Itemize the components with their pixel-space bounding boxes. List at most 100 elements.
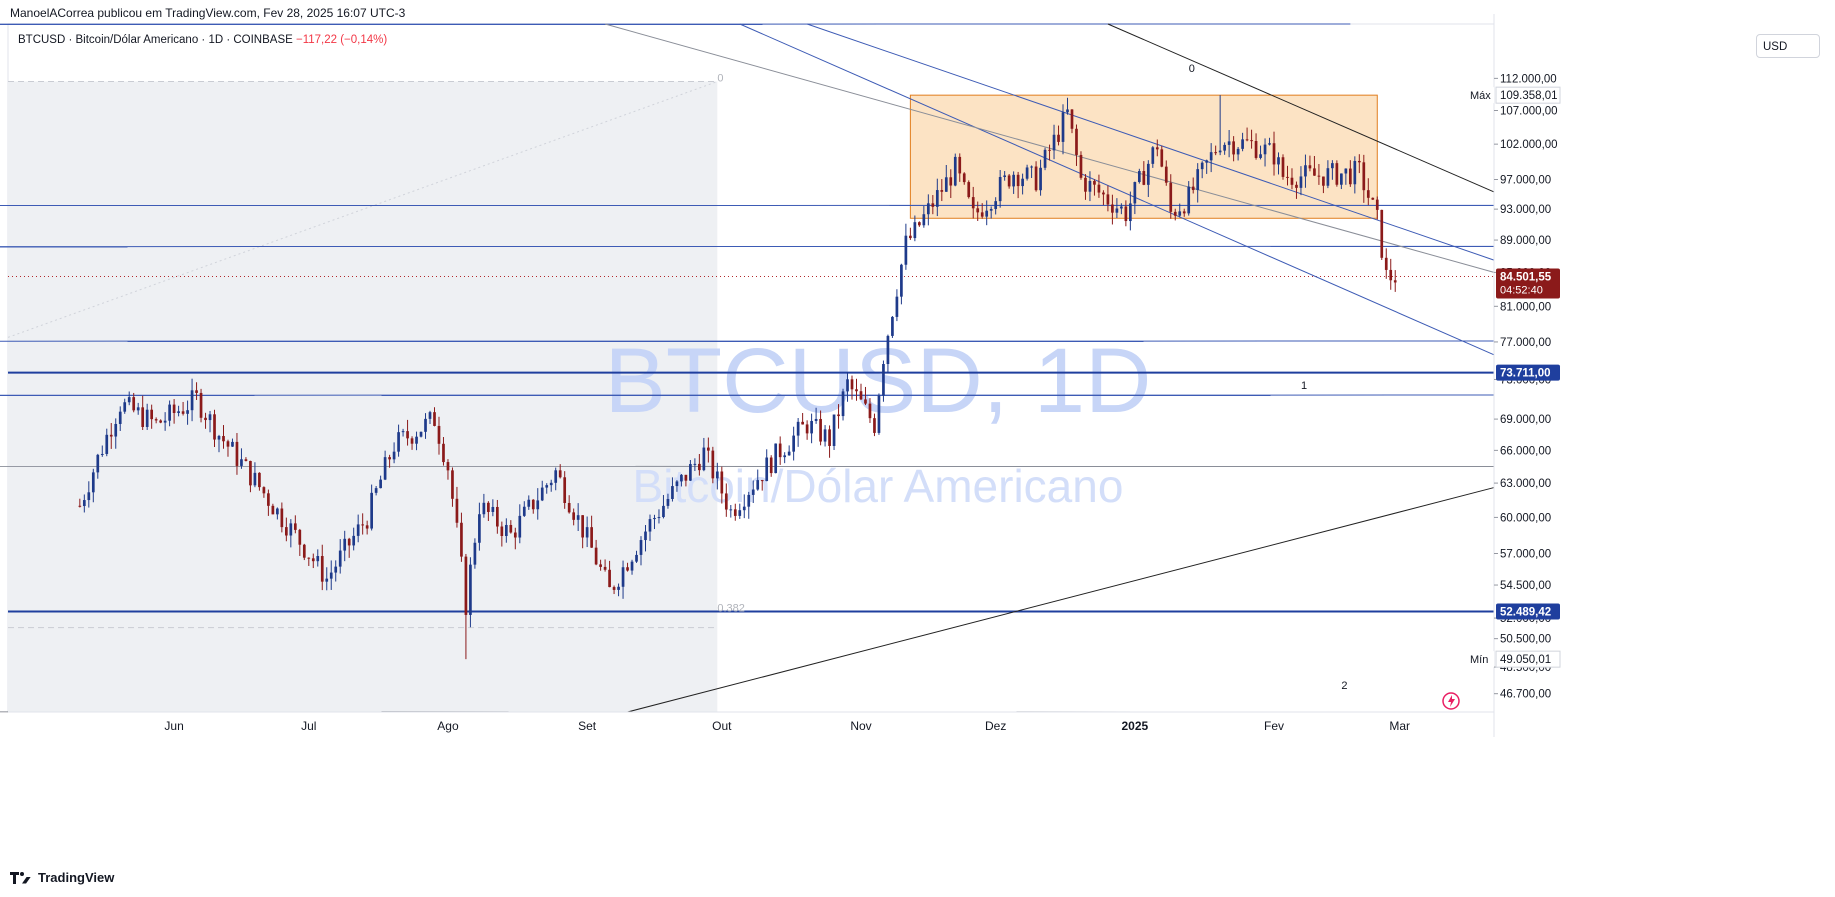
- candle-body: [612, 587, 616, 590]
- last-price-label: 84.501,55: [1500, 272, 1552, 284]
- candle-body: [967, 182, 971, 198]
- candle: [644, 525, 647, 552]
- candle-body: [545, 485, 549, 488]
- candle: [1317, 164, 1321, 185]
- candle-body: [944, 177, 948, 192]
- candle-body: [446, 462, 450, 471]
- candle: [702, 437, 706, 472]
- candle: [181, 401, 185, 416]
- candle: [109, 423, 113, 449]
- candle-body: [1344, 168, 1348, 174]
- candle: [1250, 129, 1253, 149]
- candle-body: [563, 477, 567, 503]
- candle: [882, 360, 885, 402]
- candle-body: [778, 443, 782, 458]
- candle: [253, 462, 257, 488]
- candle-body: [711, 450, 715, 479]
- candle: [1187, 181, 1191, 216]
- candle-body: [1003, 175, 1006, 177]
- candle: [1129, 191, 1132, 231]
- candle: [1070, 109, 1074, 134]
- candle-body: [1155, 147, 1159, 150]
- candle-body: [1366, 190, 1370, 198]
- candle-body: [522, 506, 526, 516]
- candle-body: [190, 390, 194, 411]
- candle: [707, 437, 710, 463]
- candle: [1331, 160, 1334, 180]
- candle: [608, 560, 611, 588]
- candle-body: [222, 436, 225, 442]
- candle-body: [1129, 203, 1132, 222]
- y-tick-label: 54.500,00: [1500, 580, 1551, 592]
- candle-body: [91, 472, 95, 493]
- candle: [693, 458, 697, 472]
- candle: [271, 503, 275, 515]
- candle-body: [671, 486, 674, 499]
- candle-body: [855, 389, 858, 392]
- candle: [648, 514, 652, 541]
- candle-body: [639, 540, 643, 555]
- candle-body: [1075, 128, 1078, 155]
- candle-body: [127, 397, 131, 403]
- candle-body: [1039, 167, 1042, 191]
- candle: [1263, 138, 1267, 167]
- candle: [545, 483, 549, 494]
- candle-body: [132, 397, 136, 411]
- fib-label-4: 0.382: [717, 602, 745, 614]
- candle: [370, 484, 373, 531]
- candle: [406, 419, 409, 446]
- shade-diagonal-dotted: [7, 81, 718, 338]
- candle-body: [1362, 162, 1366, 191]
- candle-body: [293, 523, 297, 530]
- candle-body: [626, 567, 629, 571]
- candle-body: [1335, 163, 1339, 185]
- candle: [859, 383, 863, 400]
- symbol-legend[interactable]: BTCUSD · Bitcoin/Dólar Americano · 1D · …: [18, 34, 387, 46]
- candle: [1232, 136, 1235, 162]
- candle-body: [1048, 149, 1051, 151]
- candle-body: [720, 471, 724, 494]
- candle: [1057, 125, 1060, 146]
- candle-body: [379, 479, 382, 489]
- currency-button[interactable]: USD: [1756, 34, 1820, 58]
- countdown-label: 04:52:40: [1500, 285, 1543, 297]
- min-tag-chip: [1466, 651, 1494, 668]
- candle: [302, 543, 306, 561]
- candle-body: [792, 435, 795, 452]
- tradingview-logo-icon: [10, 871, 32, 884]
- x-tick-label: Jun: [164, 719, 183, 733]
- candle-body: [850, 379, 854, 390]
- candle-body: [621, 567, 625, 587]
- candle-body: [262, 487, 266, 494]
- candle: [123, 398, 127, 414]
- candle-body: [603, 566, 607, 570]
- y-tick-label: 112.000,00: [1500, 73, 1557, 85]
- y-tick-label: 93.000,00: [1500, 204, 1551, 216]
- candle: [132, 392, 136, 413]
- candle-body: [1214, 152, 1218, 154]
- candle-body: [985, 210, 989, 217]
- candle: [828, 425, 831, 458]
- candle-body: [1286, 176, 1289, 178]
- candle: [864, 386, 867, 406]
- candle-body: [886, 335, 890, 365]
- candle-body: [289, 523, 293, 536]
- candle-body: [424, 418, 427, 432]
- candle: [1061, 104, 1065, 155]
- candle: [464, 553, 468, 660]
- candle: [1191, 177, 1195, 194]
- candle-body: [464, 556, 468, 615]
- candle-body: [837, 414, 840, 417]
- candle-body: [1348, 168, 1352, 185]
- candle-body: [109, 434, 113, 437]
- y-tick-label: 81.000,00: [1500, 301, 1551, 313]
- candle: [1124, 200, 1128, 227]
- candle-body: [1384, 257, 1388, 270]
- candle: [1259, 145, 1262, 160]
- candle: [127, 391, 131, 406]
- candle: [774, 443, 778, 474]
- candle: [374, 485, 378, 496]
- candle: [563, 471, 567, 509]
- candle: [1281, 154, 1285, 180]
